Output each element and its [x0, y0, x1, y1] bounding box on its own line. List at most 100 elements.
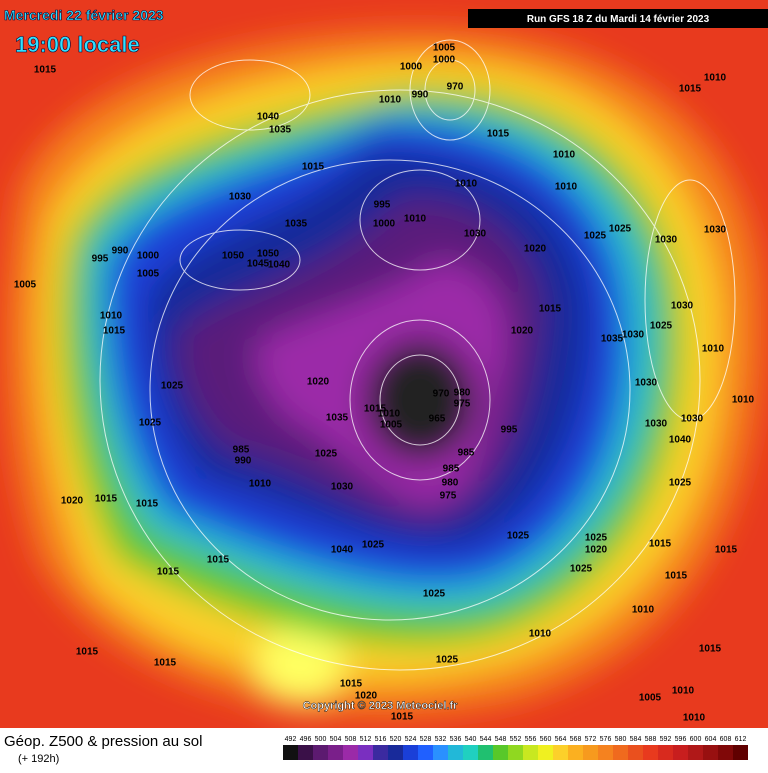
legend-swatch: [523, 745, 538, 760]
isobar-label: 1015: [364, 404, 387, 415]
isobar-label: 1010: [672, 686, 695, 697]
legend-swatch: [463, 745, 478, 760]
legend-label: 512: [360, 736, 372, 743]
isobar-label: 1020: [61, 496, 84, 507]
isobar-label: 1015: [34, 65, 57, 76]
time: 19:00 locale: [15, 32, 140, 57]
legend-label: 584: [630, 736, 642, 743]
isobar-label: 1035: [269, 125, 292, 136]
legend-label: 568: [570, 736, 582, 743]
isobar-label: 1050: [222, 251, 245, 262]
isobar-label: 1015: [207, 555, 230, 566]
legend-swatch: [418, 745, 433, 760]
isobar-label: 1015: [76, 647, 99, 658]
isobar-label: 985: [233, 445, 250, 456]
legend-label: 540: [465, 736, 477, 743]
isobar-label: 1000: [373, 219, 396, 230]
legend-label: 492: [285, 736, 297, 743]
isobar-label: 1030: [635, 378, 658, 389]
isobar-label: 985: [458, 448, 475, 459]
legend-swatch: [673, 745, 688, 760]
isobar-label: 975: [454, 399, 471, 410]
legend-label: 536: [450, 736, 462, 743]
isobar-label: 1015: [157, 567, 180, 578]
legend-label: 516: [375, 736, 387, 743]
isobar-label: 980: [442, 478, 459, 489]
isobar-label: 1015: [154, 658, 177, 669]
isobar-label: 1000: [433, 55, 456, 66]
isobar-label: 1005: [380, 420, 403, 431]
isobar-label: 1040: [331, 545, 354, 556]
isobar-label: 1030: [704, 225, 727, 236]
legend-label: 544: [480, 736, 492, 743]
isobar-label: 1030: [681, 414, 704, 425]
isobar-label: 1010: [379, 95, 402, 106]
run: Run GFS 18 Z du Mardi 14 février 2023: [527, 14, 710, 25]
isobar-label: 1020: [307, 377, 330, 388]
isobar-label: 965: [429, 414, 446, 425]
isobar-label: 1025: [584, 231, 607, 242]
isobar-label: 1010: [704, 73, 727, 84]
footer-title: Géop. Z500 & pression au sol: [4, 733, 202, 750]
legend-label: 520: [390, 736, 402, 743]
isobar-label: 1025: [570, 564, 593, 575]
legend-label: 556: [525, 736, 537, 743]
copyright: Copyright © 2023 Meteociel.fr: [303, 700, 459, 712]
isobar-label: 1030: [655, 235, 678, 246]
isobar-label: 1005: [14, 280, 37, 291]
date: Mercredi 22 février 2023: [4, 7, 164, 23]
isobar-label: 970: [433, 389, 450, 400]
legend-label: 508: [345, 736, 357, 743]
isobar-label: 1010: [702, 344, 725, 355]
isobar-label: 1015: [487, 129, 510, 140]
isobar-label: 1005: [433, 43, 456, 54]
legend-label: 592: [660, 736, 672, 743]
isobar-label: 1015: [103, 326, 126, 337]
isobar-label: 1000: [400, 62, 423, 73]
isobar-label: 1015: [302, 162, 325, 173]
isobar-label: 1025: [436, 655, 459, 666]
isobar-label: 1015: [391, 712, 414, 723]
legend-swatch: [568, 745, 583, 760]
legend-swatch: [403, 745, 418, 760]
isobar-label: 1050: [257, 249, 280, 260]
isobar-label: 1015: [715, 545, 738, 556]
isobar-label: 1015: [539, 304, 562, 315]
isobar-label: 990: [412, 90, 429, 101]
legend-swatch: [583, 745, 598, 760]
isobar-label: 970: [447, 82, 464, 93]
isobar-label: 1010: [100, 311, 123, 322]
isobar-label: 1025: [507, 531, 530, 542]
isobar-label: 985: [443, 464, 460, 475]
isobar-label: 1015: [665, 571, 688, 582]
legend-label: 588: [645, 736, 657, 743]
isobar-label: 1025: [362, 540, 385, 551]
isobar-labels: 1015104010351005100010009709901010101510…: [14, 43, 755, 724]
legend-swatch: [613, 745, 628, 760]
legend-label: 560: [540, 736, 552, 743]
legend-swatch: [703, 745, 718, 760]
footer-subtitle: (+ 192h): [18, 753, 59, 765]
legend-label: 548: [495, 736, 507, 743]
legend-swatch: [508, 745, 523, 760]
isobar-label: 980: [454, 388, 471, 399]
legend-swatch: [553, 745, 568, 760]
isobar-label: 1020: [355, 691, 378, 702]
isobar-label: 995: [501, 425, 518, 436]
legend-swatch: [328, 745, 343, 760]
legend-swatch: [538, 745, 553, 760]
legend-label: 580: [615, 736, 627, 743]
isobar-label: 1010: [553, 150, 576, 161]
isobar-label: 1035: [601, 334, 624, 345]
isobar-label: 1020: [524, 244, 547, 255]
isobar-label: 1015: [95, 494, 118, 505]
isobar-label: 1030: [622, 330, 645, 341]
isobar-label: 990: [112, 246, 129, 257]
isobar-label: 1030: [671, 301, 694, 312]
isobar-label: 1015: [679, 84, 702, 95]
legend-label: 528: [420, 736, 432, 743]
legend-swatch: [643, 745, 658, 760]
isobar-label: 1020: [511, 326, 534, 337]
run-box: [468, 9, 768, 28]
